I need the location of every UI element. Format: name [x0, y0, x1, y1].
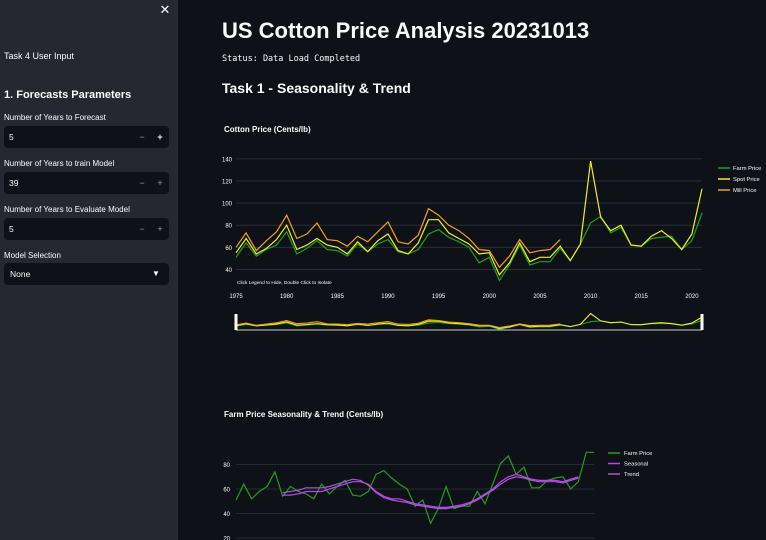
range-slider-line-mill-price: [235, 319, 561, 329]
y-tick-label: 60: [223, 488, 230, 494]
sidebar: ✕ Task 4 User Input 1. Forecasts Paramet…: [0, 0, 178, 540]
cotton-price-chart-title: Cotton Price (Cents/lb): [224, 125, 311, 134]
legend-item-trend[interactable]: Trend: [608, 472, 639, 478]
evaluate-years-value[interactable]: 5: [9, 224, 14, 234]
forecast-years-increment-button[interactable]: +: [157, 132, 163, 142]
evaluate-years-label: Number of Years to Evaluate Model: [4, 205, 130, 214]
y-tick-label: 140: [222, 157, 233, 163]
section-heading: Task 1 - Seasonality & Trend: [222, 80, 411, 96]
x-tick-label: 2010: [584, 294, 598, 300]
range-slider-left-handle[interactable]: [234, 314, 238, 330]
x-tick-label: 2015: [635, 294, 649, 300]
forecast-years-decrement-button[interactable]: −: [139, 132, 145, 142]
train-years-value[interactable]: 39: [9, 178, 19, 188]
status-text: Status: Data Load Completed: [222, 54, 361, 64]
range-slider-right-handle[interactable]: [700, 314, 704, 330]
model-selection-value[interactable]: None: [10, 269, 31, 279]
evaluate-years-input[interactable]: 5 − +: [4, 218, 169, 240]
y-tick-label: 120: [222, 179, 233, 185]
x-tick-label: 2020: [685, 294, 699, 300]
forecast-years-label: Number of Years to Forecast: [4, 113, 106, 122]
forecast-years-input[interactable]: 5 − +: [4, 126, 169, 148]
y-tick-label: 100: [222, 202, 233, 208]
sidebar-section-heading: 1. Forecasts Parameters: [4, 89, 132, 101]
series-line-seasonal[interactable]: [282, 473, 579, 508]
legend-label: Trend: [624, 472, 639, 478]
train-years-label: Number of Years to train Model: [4, 159, 115, 168]
model-selection-select[interactable]: None ▼: [4, 263, 169, 285]
y-tick-label: 40: [223, 512, 230, 518]
close-icon[interactable]: ✕: [159, 2, 171, 17]
series-line-mill-price[interactable]: [235, 207, 561, 269]
x-tick-label: 1985: [331, 294, 345, 300]
seasonality-chart-title: Farm Price Seasonality & Trend (Cents/lb…: [224, 410, 384, 419]
chart-note: Click Legend to Hide, Double Click to Is…: [237, 280, 332, 286]
page-title: US Cotton Price Analysis 20231013: [222, 18, 590, 43]
series-line-trend[interactable]: [282, 476, 579, 510]
train-years-increment-button[interactable]: +: [157, 178, 163, 188]
y-tick-label: 20: [223, 537, 230, 540]
x-tick-label: 1975: [229, 294, 243, 300]
seasonality-chart[interactable]: 20 40 60 80 Farm Price Seasonal Trend: [222, 428, 766, 540]
train-years-input[interactable]: 39 − +: [4, 172, 169, 194]
legend-item-seasonal[interactable]: Seasonal: [608, 462, 648, 468]
sidebar-task-label: Task 4 User Input: [4, 51, 75, 61]
cotton-price-chart[interactable]: 40 60 80 100 120 140 1975 1980 1985 1990 1995 2000 2…: [222, 140, 766, 340]
x-tick-label: 1980: [280, 294, 294, 300]
legend-item-spot-price[interactable]: Spot Price: [718, 177, 760, 183]
x-tick-label: 1995: [432, 294, 446, 300]
legend-item-mill-price[interactable]: Mill Price: [718, 188, 757, 194]
x-tick-label: 2000: [483, 294, 497, 300]
y-tick-label: 40: [225, 268, 232, 274]
y-tick-label: 80: [225, 224, 232, 230]
evaluate-years-increment-button[interactable]: +: [157, 224, 163, 234]
legend-item-farm-price[interactable]: Farm Price: [718, 166, 761, 172]
legend-label: Seasonal: [624, 462, 648, 468]
series-line-farm-price[interactable]: [235, 212, 703, 282]
chevron-down-icon[interactable]: ▼: [152, 269, 160, 278]
legend-label: Mill Price: [733, 188, 757, 194]
x-tick-label: 1990: [381, 294, 395, 300]
train-years-decrement-button[interactable]: −: [139, 178, 145, 188]
legend-item-farm-price[interactable]: Farm Price: [608, 451, 652, 457]
legend-label: Farm Price: [733, 166, 761, 172]
evaluate-years-decrement-button[interactable]: −: [139, 224, 145, 234]
model-selection-label: Model Selection: [4, 251, 61, 260]
series-line-spot-price[interactable]: [235, 160, 703, 277]
y-tick-label: 60: [225, 246, 232, 252]
range-slider-line-spot-price: [235, 312, 703, 330]
y-tick-label: 80: [223, 463, 230, 469]
x-tick-label: 2005: [533, 294, 547, 300]
forecast-years-value[interactable]: 5: [9, 132, 14, 142]
legend-label: Farm Price: [624, 451, 652, 457]
series-line-farm-price[interactable]: [235, 451, 594, 525]
legend-label: Spot Price: [733, 177, 760, 183]
